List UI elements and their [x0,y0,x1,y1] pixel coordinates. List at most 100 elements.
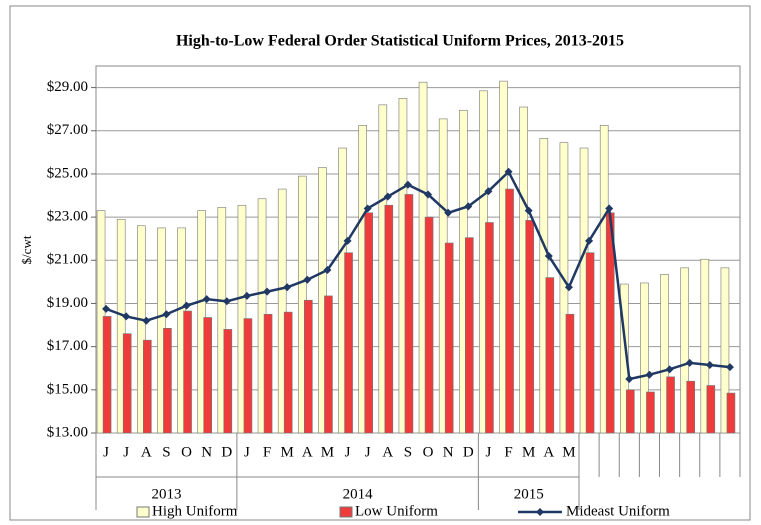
bar [620,283,629,434]
bar [700,258,710,434]
line-marker [504,167,513,176]
line-marker [585,236,594,245]
line-marker [343,236,352,245]
line-marker [705,360,714,369]
bar [217,207,227,434]
bar [720,267,730,434]
bar [706,385,716,434]
line-marker [182,301,191,310]
bar [640,282,649,434]
line-marker [605,204,614,213]
bar [404,194,414,434]
x-tick-label: A [141,444,152,460]
y-tick-label: $15.00 [47,381,88,397]
y-tick-label: $17.00 [47,338,88,354]
bar [223,329,233,434]
bar [545,277,555,434]
x-group-label: 2015 [514,486,544,502]
bar [666,376,675,434]
bar [304,299,313,434]
chart-title: High-to-Low Federal Order Statistical Un… [176,33,624,50]
x-tick-label: J [244,444,250,460]
x-tick-label: A [382,444,393,460]
line-marker [323,266,332,275]
line-marker [202,295,211,304]
bar [116,218,126,434]
line-marker [283,283,292,292]
line-marker [645,370,654,379]
x-tick-label: F [263,444,271,460]
bar [525,220,534,434]
line-marker [122,312,131,321]
x-tick-label: N [443,444,454,460]
x-group-label: 2013 [151,486,181,502]
line-marker [142,316,151,325]
bar [465,237,474,434]
line-marker [222,297,231,306]
bar [565,313,575,434]
x-tick-label: M [522,444,535,460]
line-marker [464,202,473,211]
line-marker [564,283,573,292]
bar [283,311,293,434]
line-marker [424,190,433,199]
x-tick-label: O [423,444,434,460]
x-tick-label: J [123,444,129,460]
y-tick-label: $19.00 [47,295,88,311]
bar [424,216,434,434]
y-tick-label: $25.00 [47,165,88,181]
legend-label: Low Uniform [355,503,438,519]
line-marker [484,187,493,196]
x-tick-label: O [181,444,192,460]
legend-swatch [136,506,150,518]
x-tick-label: J [345,444,351,460]
line-marker [263,287,272,296]
bar [660,274,669,434]
bar [163,327,172,434]
line-marker [102,304,111,313]
bar [183,310,192,434]
bar [686,380,695,434]
x-group-label: 2014 [343,486,374,502]
line-marker [162,310,171,319]
y-tick-label: $13.00 [47,424,88,440]
line-marker [524,206,533,215]
x-tick-label: D [463,444,474,460]
bar [384,204,394,434]
x-tick-label: S [162,444,170,460]
bar [344,252,353,434]
x-tick-label: A [543,444,554,460]
line-marker [242,291,251,300]
legend-label: High Uniform [152,503,238,519]
bar [203,317,212,434]
bar [485,222,494,434]
line-marker [665,365,674,374]
y-tick-label: $21.00 [47,252,88,268]
bar [277,188,287,434]
line-marker [444,208,453,217]
y-axis-label: $/cwt [19,235,34,264]
bar [505,188,514,434]
line-marker [303,275,312,284]
bar [243,318,253,434]
x-tick-label: S [404,444,412,460]
x-tick-label: N [201,444,212,460]
x-tick-label: M [321,444,334,460]
bar [444,242,454,434]
x-tick-label: M [562,444,575,460]
line-marker [625,375,634,384]
bar [137,225,146,434]
line-marker [403,180,412,189]
bar [102,316,112,434]
x-tick-label: J [486,444,492,460]
x-tick-label: J [365,444,371,460]
bar [324,295,333,434]
legend-label: Mideast Uniform [566,503,670,519]
x-tick-label: J [103,444,109,460]
line-marker [544,251,553,260]
x-tick-label: M [281,444,294,460]
legend-marker [536,508,544,516]
line-marker [363,204,372,213]
line-marker [685,358,694,367]
